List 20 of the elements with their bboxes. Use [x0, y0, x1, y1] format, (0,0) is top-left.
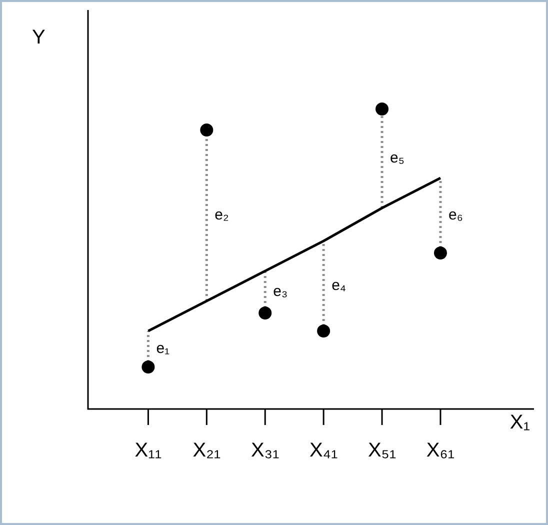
- x-tick-label: X₁₁: [134, 440, 162, 462]
- point: [142, 360, 155, 374]
- x-axis-title: X₁: [510, 412, 530, 434]
- x-tick-label: X₅₁: [368, 440, 396, 462]
- point: [258, 306, 272, 320]
- annotation: e₂: [214, 206, 230, 224]
- y-axis-title: Y: [32, 26, 46, 49]
- point: [317, 324, 330, 338]
- point: [434, 246, 447, 260]
- x-tick-label: X₂₁: [192, 440, 221, 462]
- annotation: e₆: [448, 206, 463, 224]
- x-tick-label: X₆₁: [426, 440, 455, 462]
- annotation: e₄: [332, 277, 346, 294]
- annotation: e₅: [390, 150, 404, 167]
- point: [376, 102, 389, 116]
- point: [200, 124, 214, 136]
- x-tick-label: X₃₁: [250, 440, 280, 462]
- annotation: e₁: [156, 340, 170, 358]
- x-tick-label: X₄₁: [309, 440, 338, 462]
- annotation: e₃: [273, 283, 288, 300]
